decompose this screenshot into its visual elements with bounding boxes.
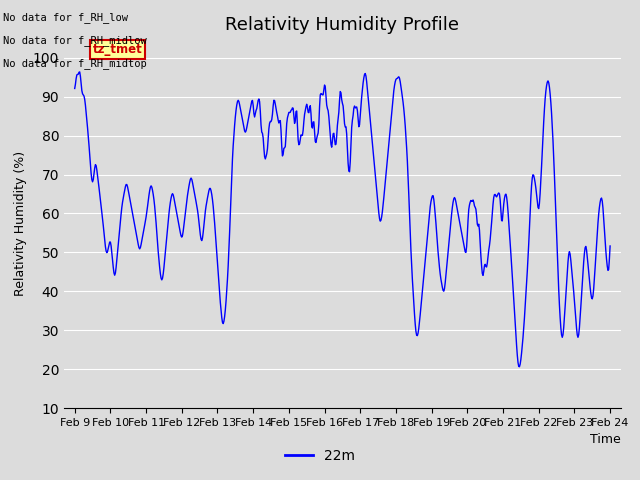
Text: No data for f_RH_low: No data for f_RH_low <box>3 12 128 23</box>
Text: tz_tmet: tz_tmet <box>93 43 142 56</box>
Text: No data for f_RH_midtop: No data for f_RH_midtop <box>3 58 147 69</box>
Y-axis label: Relativity Humidity (%): Relativity Humidity (%) <box>14 151 28 296</box>
X-axis label: Time: Time <box>590 433 621 446</box>
Text: No data for f_RH_midlow: No data for f_RH_midlow <box>3 35 147 46</box>
Legend: 22m: 22m <box>280 443 360 468</box>
Title: Relativity Humidity Profile: Relativity Humidity Profile <box>225 16 460 34</box>
